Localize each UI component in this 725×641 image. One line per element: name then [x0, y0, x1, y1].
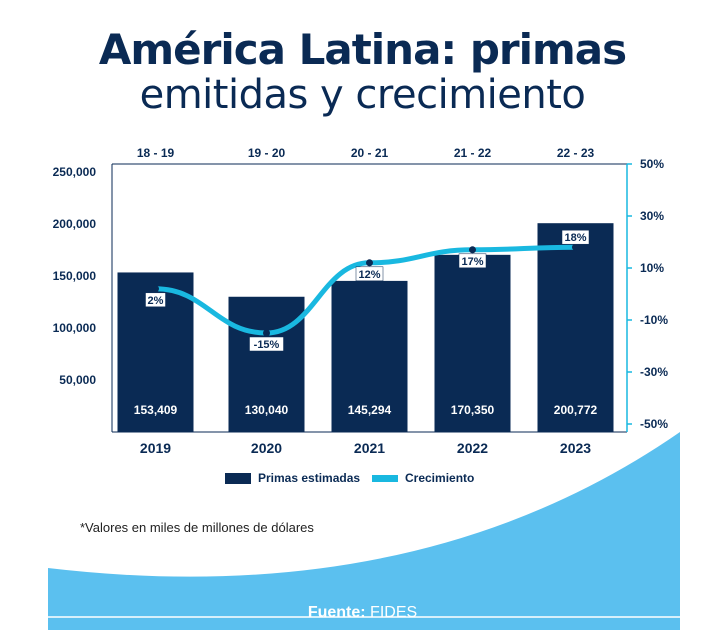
category-label: 2020 — [251, 440, 282, 456]
growth-point — [366, 259, 373, 267]
legend-label-line: Crecimiento — [405, 471, 474, 485]
growth-label-box — [249, 336, 284, 352]
growth-line — [153, 244, 578, 336]
category-label: 2021 — [354, 440, 385, 456]
bar — [228, 296, 305, 432]
bar — [331, 280, 408, 432]
left-tick-label: 150,000 — [53, 269, 97, 283]
growth-label: 12% — [358, 269, 380, 281]
right-tick-label: 50% — [640, 157, 664, 171]
right-tick-label: 10% — [640, 261, 664, 275]
left-tick-label: 200,000 — [53, 217, 97, 231]
growth-label-box — [458, 253, 487, 269]
chart: 50,000 100,000 150,000 200,000 250,000 50% 30%… — [53, 146, 669, 485]
bar-value-label: 130,040 — [245, 403, 289, 417]
legend-swatch-bars — [225, 473, 251, 484]
period-label: 22 - 23 — [557, 146, 595, 160]
right-tick-label: -10% — [640, 313, 668, 327]
left-tick-label: 100,000 — [53, 321, 97, 335]
period-label: 18 - 19 — [137, 146, 175, 160]
growth-point — [263, 329, 270, 337]
left-tick-label: 50,000 — [59, 373, 96, 387]
bar-value-label: 153,409 — [134, 403, 178, 417]
source: Fuente: FIDES — [0, 604, 725, 622]
left-tick-label: 250,000 — [53, 165, 97, 179]
growth-label-box — [355, 266, 384, 282]
legend-label-bars: Primas estimadas — [258, 471, 360, 485]
growth-label: -15% — [254, 339, 280, 351]
growth-label: 2% — [148, 295, 164, 307]
bar-value-label: 200,772 — [554, 403, 598, 417]
title-line-2: emitidas y crecimiento — [139, 72, 586, 118]
title-line-1: América Latina: primas — [98, 25, 627, 74]
footnote: *Valores en miles de millones de dólares — [80, 520, 314, 535]
category-label: 2022 — [457, 440, 488, 456]
legend-swatch-line — [372, 475, 398, 482]
source-label: Fuente: — [307, 604, 366, 621]
bar — [537, 223, 614, 432]
period-label: 19 - 20 — [248, 146, 286, 160]
right-tick-label: -30% — [640, 365, 668, 379]
category-label: 2019 — [140, 440, 171, 456]
bar-value-label: 170,350 — [451, 403, 495, 417]
growth-label-box — [561, 229, 590, 245]
growth-label: 18% — [564, 232, 586, 244]
growth-point — [152, 285, 159, 293]
growth-label: 17% — [461, 256, 483, 268]
growth-label-box — [145, 292, 166, 308]
right-tick-label: 30% — [640, 209, 664, 223]
bar — [434, 254, 511, 432]
period-label: 21 - 22 — [454, 146, 492, 160]
growth-point — [572, 243, 579, 251]
source-value: FIDES — [370, 604, 418, 621]
right-tick-label: -50% — [640, 417, 668, 431]
category-label: 2023 — [560, 440, 591, 456]
growth-point — [469, 246, 476, 254]
bar-value-label: 145,294 — [348, 403, 392, 417]
period-label: 20 - 21 — [351, 146, 389, 160]
